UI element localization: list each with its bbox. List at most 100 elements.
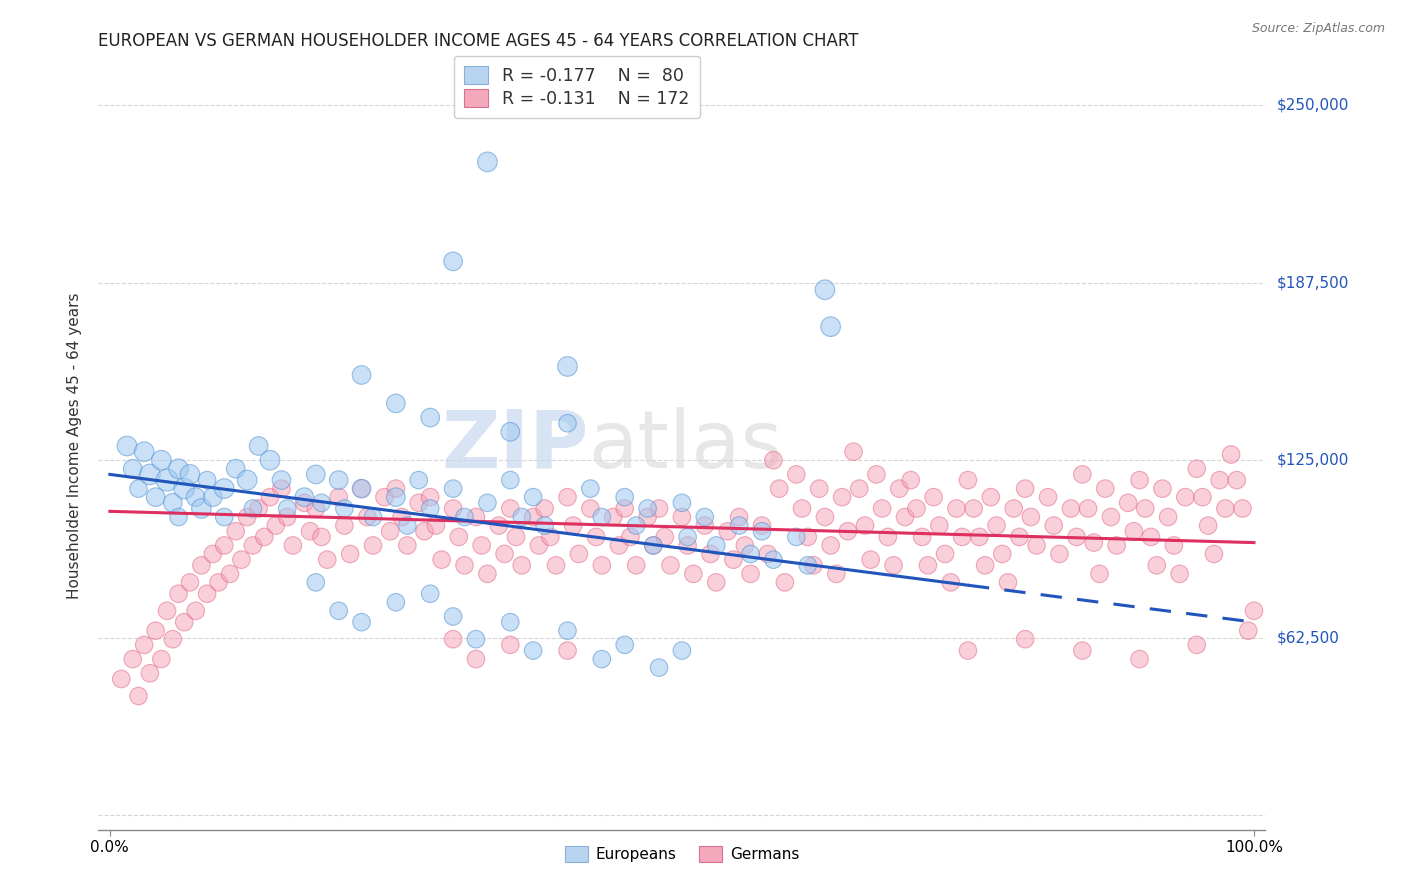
Point (579, 482, 602, 496)
Point (316, 552, 339, 566)
Point (734, 538, 756, 552)
Point (225, 524, 247, 539)
Point (385, 595, 408, 609)
Point (380, 524, 402, 539)
Point (419, 410, 441, 425)
Point (762, 453, 785, 467)
Point (790, 501, 813, 516)
Point (505, 530, 527, 544)
Point (1237, 624, 1260, 638)
Point (447, 530, 470, 544)
Point (1008, 530, 1031, 544)
Point (522, 643, 544, 657)
Point (820, 319, 842, 334)
Point (950, 530, 973, 544)
Point (579, 501, 602, 516)
Point (201, 547, 224, 561)
Point (276, 510, 298, 524)
Point (928, 518, 950, 533)
Point (1220, 448, 1243, 462)
Point (242, 501, 264, 516)
Point (311, 530, 333, 544)
Point (195, 473, 218, 487)
Point (167, 461, 190, 475)
Point (905, 501, 928, 516)
Point (997, 575, 1019, 590)
Point (328, 604, 350, 618)
Point (1071, 467, 1094, 482)
Point (624, 558, 647, 573)
Point (150, 453, 173, 467)
Point (544, 558, 567, 573)
Point (1226, 473, 1249, 487)
Point (115, 439, 138, 453)
Point (671, 510, 693, 524)
Point (1202, 547, 1225, 561)
Point (648, 660, 671, 674)
Point (292, 496, 315, 510)
Text: $125,000: $125,000 (1277, 453, 1348, 467)
Point (236, 510, 259, 524)
Point (894, 510, 917, 524)
Point (1088, 566, 1111, 581)
Point (167, 510, 190, 524)
Point (723, 552, 745, 566)
Point (184, 490, 207, 504)
Point (465, 652, 488, 666)
Point (1083, 535, 1105, 549)
Point (728, 510, 751, 524)
Point (1215, 501, 1237, 516)
Point (1185, 638, 1208, 652)
Point (253, 530, 276, 544)
Point (391, 510, 413, 524)
Point (173, 482, 195, 496)
Point (471, 538, 494, 552)
Point (162, 496, 184, 510)
Point (773, 575, 796, 590)
Point (1014, 632, 1036, 647)
Point (396, 538, 419, 552)
Point (820, 538, 842, 552)
Point (671, 643, 693, 657)
Point (299, 524, 322, 539)
Point (408, 496, 430, 510)
Point (292, 490, 315, 504)
Point (917, 558, 939, 573)
Point (134, 444, 156, 458)
Point (859, 552, 882, 566)
Point (1146, 558, 1168, 573)
Point (704, 575, 727, 590)
Point (1232, 501, 1254, 516)
Point (121, 652, 143, 666)
Point (356, 510, 378, 524)
Point (613, 490, 636, 504)
Point (173, 615, 195, 629)
Point (1191, 490, 1213, 504)
Point (562, 518, 585, 533)
Point (704, 538, 727, 552)
Point (974, 558, 997, 573)
Point (167, 587, 190, 601)
Point (831, 490, 853, 504)
Point (1036, 490, 1059, 504)
Point (557, 624, 579, 638)
Point (797, 530, 820, 544)
Point (419, 501, 441, 516)
Point (413, 524, 436, 539)
Point (430, 552, 453, 566)
Point (350, 482, 373, 496)
Point (1019, 510, 1042, 524)
Point (557, 643, 579, 657)
Point (991, 547, 1014, 561)
Point (453, 510, 475, 524)
Point (945, 501, 967, 516)
Point (883, 558, 905, 573)
Point (1094, 482, 1116, 496)
Point (510, 558, 533, 573)
Point (814, 510, 837, 524)
Point (803, 558, 825, 573)
Point (441, 254, 464, 268)
Point (797, 558, 820, 573)
Point (477, 566, 499, 581)
Point (259, 490, 281, 504)
